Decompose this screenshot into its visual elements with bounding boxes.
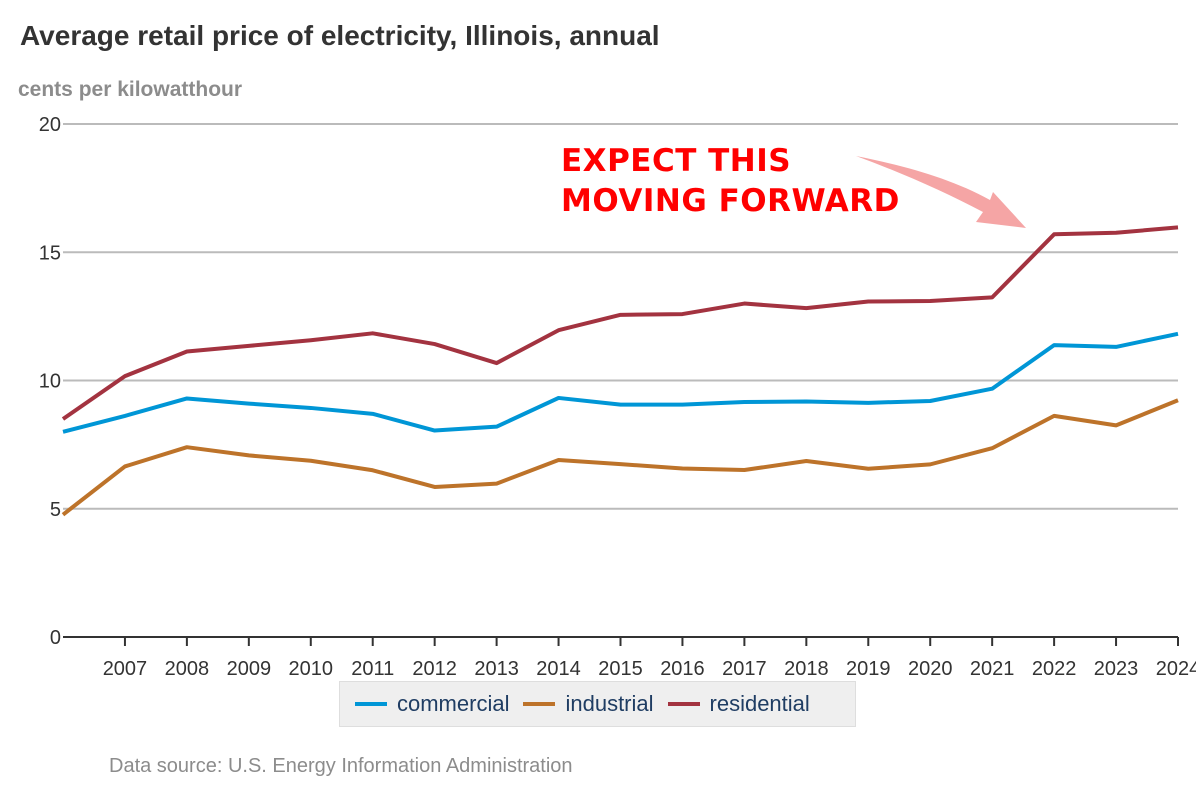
x-tick-label-2012: 2012 [412, 658, 457, 680]
y-tick-label-5: 5 [50, 499, 61, 521]
annotation: EXPECT THIS MOVING FORWARD [561, 143, 1026, 228]
x-tick-label-2011: 2011 [351, 658, 394, 680]
legend-label-industrial: industrial [565, 691, 654, 716]
legend-label-commercial: commercial [397, 691, 510, 716]
x-tick-label-2013: 2013 [474, 658, 519, 680]
y-tick-label-0: 0 [50, 627, 61, 649]
series-line-industrial [61, 398, 1179, 517]
x-tick-label-2016: 2016 [660, 658, 705, 680]
x-tick-label-2010: 2010 [289, 658, 334, 680]
annotation-arrow-icon [856, 156, 1026, 228]
y-tick-label-15: 15 [39, 242, 61, 264]
legend-label-residential: residential [709, 691, 810, 716]
y-axis-tick-labels: 0 5 10 15 20 [39, 114, 61, 649]
series-line-residential [61, 225, 1179, 421]
gridlines [63, 123, 1178, 510]
x-tick-label-2020: 2020 [908, 658, 953, 680]
legend-item-industrial[interactable]: industrial [523, 691, 654, 717]
x-axis [63, 636, 1179, 646]
legend-swatch-residential [667, 702, 700, 706]
legend-swatch-commercial [355, 702, 387, 706]
x-tick-label-2022: 2022 [1032, 658, 1077, 680]
x-tick-label-2019: 2019 [846, 658, 891, 680]
y-tick-label-20: 20 [39, 114, 61, 136]
x-tick-label-2014: 2014 [536, 658, 581, 680]
y-tick-label-10: 10 [39, 371, 61, 393]
x-tick-label-2007: 2007 [103, 658, 148, 680]
annotation-line-1: EXPECT THIS [561, 143, 791, 179]
x-tick-label-2024: 2024 [1156, 658, 1196, 680]
data-source-note: Data source: U.S. Energy Information Adm… [109, 755, 573, 777]
x-tick-label-2017: 2017 [722, 658, 767, 680]
chart-title: Average retail price of electricity, Ill… [20, 20, 660, 51]
chart-subtitle: cents per kilowatthour [18, 78, 243, 101]
x-tick-label-2015: 2015 [598, 658, 643, 680]
legend-item-commercial[interactable]: commercial [355, 691, 509, 717]
annotation-line-2: MOVING FORWARD [561, 183, 900, 219]
x-tick-label-2021: 2021 [970, 658, 1015, 680]
x-tick-label-2023: 2023 [1094, 658, 1139, 680]
series-line-commercial [62, 331, 1179, 434]
legend: commercial industrial residential [339, 681, 856, 727]
x-tick-label-2018: 2018 [784, 658, 829, 680]
series-lines [61, 225, 1179, 517]
x-tick-label-2008: 2008 [165, 658, 210, 680]
legend-swatch-industrial [523, 702, 556, 706]
x-axis-tick-labels: 2007 2008 2009 2010 2011 2012 2013 2014 2015 2016… [103, 658, 1196, 680]
x-tick-label-2009: 2009 [227, 658, 272, 680]
legend-item-residential[interactable]: residential [667, 691, 810, 717]
